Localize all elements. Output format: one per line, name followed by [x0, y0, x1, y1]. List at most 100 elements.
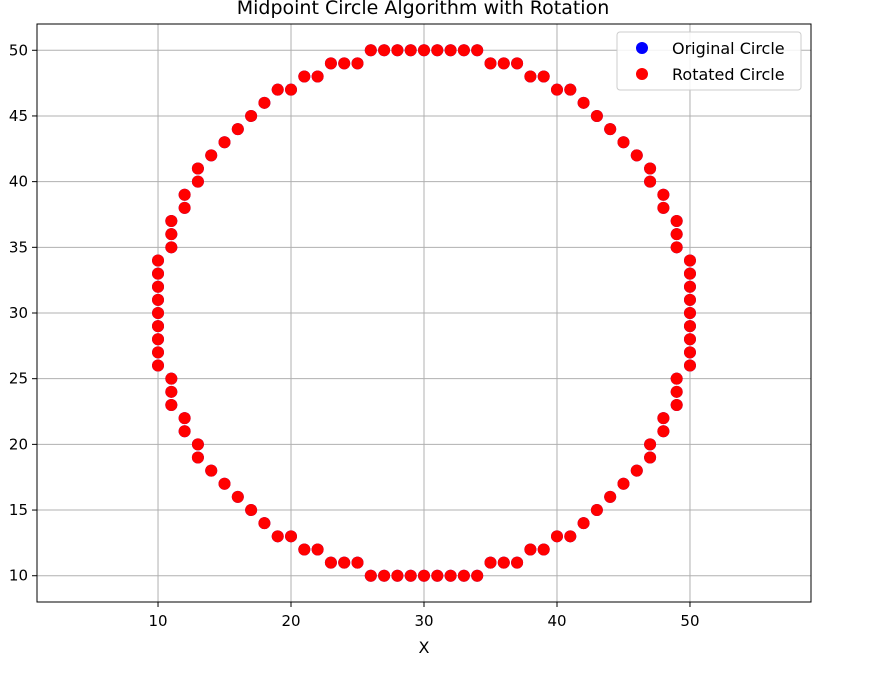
point-rotated-circle — [258, 517, 271, 530]
data-points — [152, 44, 696, 582]
point-rotated-circle — [471, 44, 484, 57]
point-rotated-circle — [178, 201, 191, 214]
point-rotated-circle — [285, 530, 298, 543]
point-rotated-circle — [630, 149, 643, 162]
point-rotated-circle — [364, 569, 377, 582]
point-rotated-circle — [298, 70, 311, 83]
point-rotated-circle — [324, 57, 337, 70]
x-tick-label: 20 — [281, 612, 300, 630]
point-rotated-circle — [683, 320, 696, 333]
point-rotated-circle — [245, 109, 258, 122]
point-rotated-circle — [484, 556, 497, 569]
point-rotated-circle — [152, 320, 165, 333]
point-rotated-circle — [258, 96, 271, 109]
point-rotated-circle — [152, 307, 165, 319]
point-rotated-circle — [431, 44, 444, 57]
point-rotated-circle — [311, 70, 324, 83]
y-tick-label: 15 — [9, 501, 28, 519]
point-rotated-circle — [271, 530, 284, 543]
point-rotated-circle — [391, 569, 404, 582]
y-tick-label: 25 — [9, 370, 28, 388]
point-rotated-circle — [311, 543, 324, 556]
point-rotated-circle — [218, 477, 231, 490]
point-rotated-circle — [165, 398, 178, 411]
point-rotated-circle — [205, 149, 218, 162]
y-tick-label: 35 — [9, 238, 28, 256]
point-rotated-circle — [683, 254, 696, 267]
point-rotated-circle — [444, 569, 457, 582]
point-rotated-circle — [497, 556, 510, 569]
point-rotated-circle — [564, 83, 577, 96]
point-rotated-circle — [444, 44, 457, 57]
point-rotated-circle — [457, 569, 470, 582]
point-rotated-circle — [657, 412, 670, 425]
point-rotated-circle — [165, 385, 178, 398]
series-rotated-circle — [152, 44, 696, 582]
point-rotated-circle — [165, 228, 178, 241]
point-rotated-circle — [165, 215, 178, 228]
point-rotated-circle — [670, 228, 683, 241]
point-rotated-circle — [590, 504, 603, 517]
x-tick-label: 10 — [148, 612, 167, 630]
point-rotated-circle — [378, 569, 391, 582]
point-rotated-circle — [178, 412, 191, 425]
point-rotated-circle — [683, 359, 696, 372]
y-tick-label: 10 — [9, 567, 28, 585]
point-rotated-circle — [178, 188, 191, 201]
point-rotated-circle — [178, 425, 191, 438]
x-tick-label: 40 — [547, 612, 566, 630]
y-tick-label: 30 — [9, 304, 28, 322]
point-rotated-circle — [457, 44, 470, 57]
point-rotated-circle — [564, 530, 577, 543]
point-rotated-circle — [644, 438, 657, 451]
point-rotated-circle — [191, 175, 204, 188]
point-rotated-circle — [497, 57, 510, 70]
point-rotated-circle — [231, 490, 244, 503]
point-rotated-circle — [391, 44, 404, 57]
chart-title: Midpoint Circle Algorithm with Rotation — [237, 0, 610, 19]
point-rotated-circle — [152, 293, 165, 306]
point-rotated-circle — [644, 162, 657, 175]
point-rotated-circle — [152, 333, 165, 346]
point-rotated-circle — [418, 44, 430, 57]
point-rotated-circle — [550, 530, 563, 543]
axis-ticks: 10 20 30 40 50 10 15 20 25 30 35 40 45 50 — [9, 41, 700, 630]
point-rotated-circle — [683, 267, 696, 280]
point-rotated-circle — [577, 517, 590, 530]
point-rotated-circle — [524, 543, 537, 556]
point-rotated-circle — [511, 57, 524, 70]
point-rotated-circle — [152, 254, 165, 267]
point-rotated-circle — [537, 543, 550, 556]
point-rotated-circle — [537, 70, 550, 83]
point-rotated-circle — [604, 490, 617, 503]
point-rotated-circle — [657, 201, 670, 214]
point-rotated-circle — [604, 123, 617, 136]
point-rotated-circle — [657, 188, 670, 201]
legend-label-original-circle: Original Circle — [672, 39, 785, 58]
legend-box — [616, 31, 802, 91]
point-rotated-circle — [165, 372, 178, 385]
point-rotated-circle — [245, 504, 258, 517]
point-rotated-circle — [191, 162, 204, 175]
point-rotated-circle — [644, 451, 657, 464]
point-rotated-circle — [617, 136, 630, 149]
point-rotated-circle — [351, 57, 364, 70]
point-rotated-circle — [683, 307, 696, 319]
point-rotated-circle — [191, 438, 204, 451]
y-tick-label: 20 — [9, 435, 28, 453]
point-rotated-circle — [511, 556, 524, 569]
point-rotated-circle — [670, 385, 683, 398]
point-rotated-circle — [404, 44, 417, 57]
point-rotated-circle — [338, 556, 351, 569]
point-rotated-circle — [338, 57, 351, 70]
point-rotated-circle — [324, 556, 337, 569]
point-rotated-circle — [152, 359, 165, 372]
point-rotated-circle — [630, 464, 643, 477]
point-rotated-circle — [152, 280, 165, 293]
legend-marker-rotated-circle — [636, 68, 648, 80]
point-rotated-circle — [231, 123, 244, 136]
point-rotated-circle — [644, 175, 657, 188]
point-rotated-circle — [683, 346, 696, 359]
point-rotated-circle — [298, 543, 311, 556]
point-rotated-circle — [351, 556, 364, 569]
